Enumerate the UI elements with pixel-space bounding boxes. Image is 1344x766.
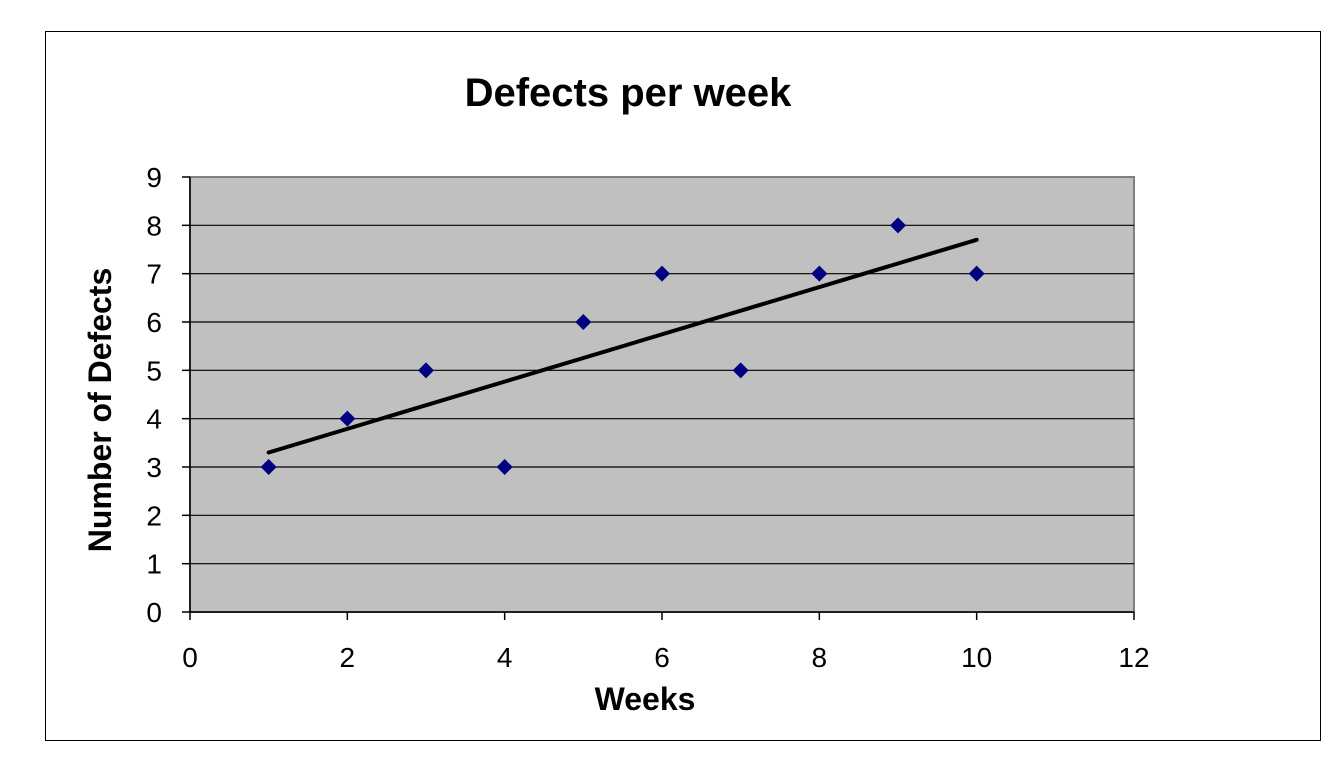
chart-title: Defects per week [465, 71, 793, 115]
y-tick-label-6: 6 [146, 307, 162, 338]
y-axis-ticks: 0 1 2 3 4 5 6 7 8 9 [146, 162, 190, 628]
data-point-week-10 [968, 265, 985, 282]
data-point-week-2 [339, 410, 356, 427]
plot-area [189, 176, 1135, 613]
data-point-week-8 [811, 265, 828, 282]
data-point-week-9 [890, 217, 906, 234]
y-tick-label-2: 2 [146, 500, 162, 531]
y-tick-label-9: 9 [146, 162, 162, 193]
y-tick-label-5: 5 [146, 355, 162, 386]
x-tick-label-4: 4 [497, 642, 513, 673]
y-tick-label-3: 3 [146, 452, 162, 483]
y-tick-label-0: 0 [146, 597, 162, 628]
x-axis-ticks: 0 2 4 6 8 10 12 [182, 612, 1150, 673]
y-tick-label-1: 1 [146, 549, 162, 580]
data-point-week-6 [654, 265, 670, 282]
x-axis-title: Weeks [595, 681, 696, 717]
y-axis-title: Number of Defects [82, 268, 118, 553]
data-point-week-5 [575, 314, 592, 330]
y-tick-label-8: 8 [146, 210, 162, 241]
trendline-group [266, 237, 979, 455]
x-tick-label-2: 2 [340, 642, 356, 673]
data-point-week-4 [496, 459, 513, 475]
x-tick-label-0: 0 [182, 642, 198, 673]
y-tick-label-4: 4 [146, 404, 162, 435]
trendline [266, 237, 979, 455]
x-tick-label-8: 8 [812, 642, 828, 673]
data-point-week-1 [260, 459, 277, 475]
x-tick-label-6: 6 [654, 642, 670, 673]
x-tick-label-10: 10 [961, 642, 992, 673]
data-point-week-7 [732, 362, 749, 379]
y-tick-label-7: 7 [146, 259, 162, 290]
data-points [260, 217, 985, 475]
data-point-week-3 [418, 362, 434, 379]
x-tick-label-12: 12 [1118, 642, 1149, 673]
